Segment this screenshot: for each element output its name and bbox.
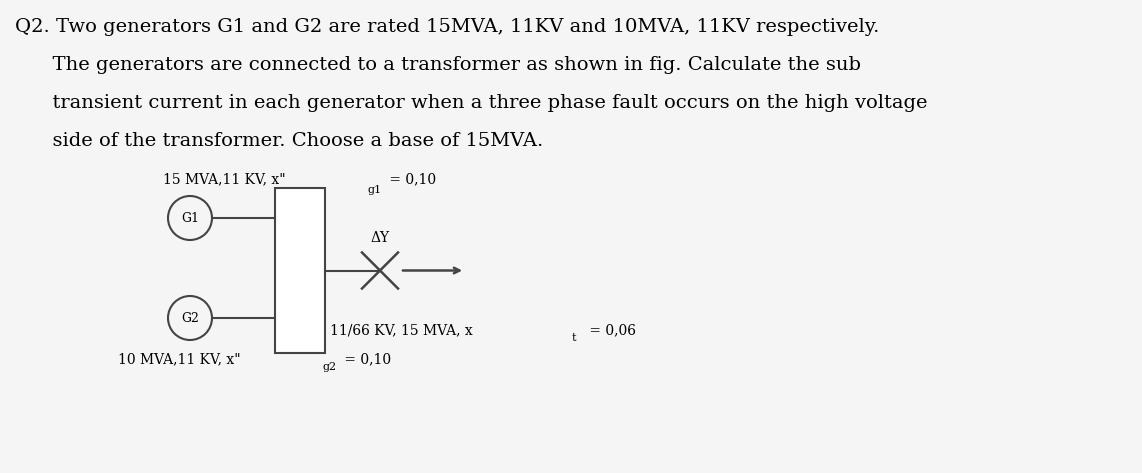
Text: 11/66 KV, 15 MVA, x: 11/66 KV, 15 MVA, x <box>330 323 473 337</box>
Text: ΔY: ΔY <box>370 230 389 245</box>
Text: 10 MVA,11 KV, x": 10 MVA,11 KV, x" <box>118 352 241 366</box>
Text: = 0,10: = 0,10 <box>340 352 391 366</box>
Text: G2: G2 <box>182 312 199 324</box>
Text: g1: g1 <box>368 185 383 195</box>
Bar <box>275 188 325 353</box>
Text: = 0,10: = 0,10 <box>385 172 436 186</box>
Text: transient current in each generator when a three phase fault occurs on the high : transient current in each generator when… <box>15 94 927 112</box>
Text: t: t <box>572 333 577 343</box>
Text: Q2. Two generators G1 and G2 are rated 15MVA, 11KV and 10MVA, 11KV respectively.: Q2. Two generators G1 and G2 are rated 1… <box>15 18 879 36</box>
Text: side of the transformer. Choose a base of 15MVA.: side of the transformer. Choose a base o… <box>15 132 544 150</box>
Text: G1: G1 <box>180 211 199 225</box>
Text: 15 MVA,11 KV, x": 15 MVA,11 KV, x" <box>163 172 286 186</box>
Text: The generators are connected to a transformer as shown in fig. Calculate the sub: The generators are connected to a transf… <box>15 56 861 74</box>
Text: g2: g2 <box>323 362 337 372</box>
Text: = 0,06: = 0,06 <box>585 323 636 337</box>
